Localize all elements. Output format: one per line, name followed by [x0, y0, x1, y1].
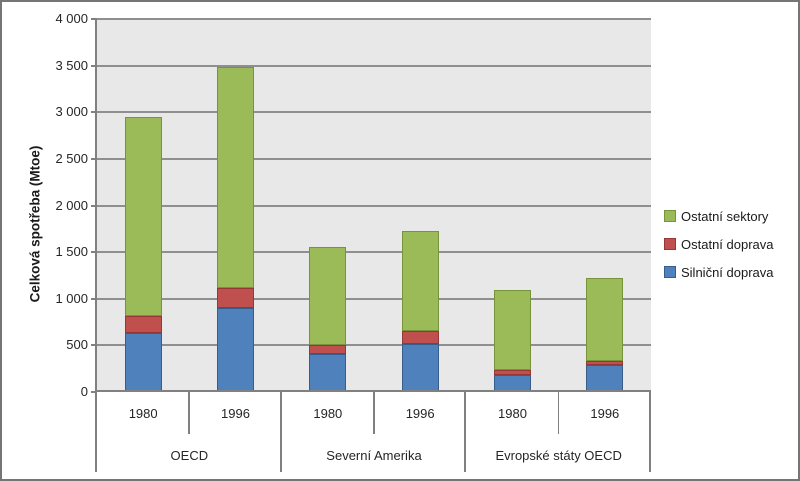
- gridline-500: [97, 344, 651, 347]
- y-tick-label-2000: 2 000: [55, 197, 88, 213]
- y-tick-4000: [91, 18, 97, 20]
- y-tick-3500: [91, 64, 97, 67]
- bar-segment-oecd-1996-2: [217, 288, 254, 309]
- category-axis-right-edge: [649, 392, 651, 472]
- y-tick-label-4000: 4 000: [55, 11, 88, 26]
- year-label-4: 1996: [405, 406, 435, 421]
- year-label-5: 1980: [498, 406, 527, 421]
- year-separator-3: [557, 392, 560, 434]
- y-tick-label-3500: 3 500: [55, 57, 88, 73]
- gridline-1500: [97, 251, 651, 254]
- y-tick-label-1500: 1 500: [55, 244, 88, 260]
- y-tick-label-500: 500: [66, 337, 88, 353]
- group-label-1: OECD: [170, 448, 209, 463]
- y-tick-label-2500: 2 500: [55, 150, 88, 166]
- gridline-4000: [97, 18, 651, 20]
- year-label-6: 1996: [590, 406, 620, 421]
- year-label-2: 1996: [221, 406, 250, 421]
- group-label-3: Evropské státy OECD: [495, 448, 622, 463]
- year-label-1: 1980: [128, 406, 158, 421]
- legend-item-label: Silniční doprava: [681, 264, 774, 280]
- bar-segment-oecd-1980-2: [124, 315, 162, 334]
- legend-key-swatch: [664, 238, 676, 250]
- bar-segment-severn-amerika-1996-1: [401, 343, 439, 392]
- bar-segment-evropsk-st-ty-oecd-1996-1: [586, 365, 624, 392]
- gridline-2000: [97, 204, 651, 207]
- y-tick-2000: [91, 204, 97, 207]
- bar-segment-severn-amerika-1980-3: [309, 247, 347, 346]
- y-axis-title: Celková spotřeba (Mtoe): [27, 145, 43, 303]
- y-tick-0: [91, 391, 97, 393]
- y-tick-label-1000: 1 000: [55, 290, 88, 306]
- bar-segment-evropsk-st-ty-oecd-1980-2: [494, 370, 531, 376]
- bar-segment-evropsk-st-ty-oecd-1996-3: [586, 278, 624, 361]
- y-tick-500: [91, 344, 97, 347]
- gridline-3000: [97, 111, 651, 114]
- bar-segment-severn-amerika-1996-3: [401, 231, 439, 331]
- bar-segment-oecd-1996-1: [217, 308, 254, 392]
- y-tick-3000: [91, 111, 97, 114]
- year-label-3: 1980: [313, 406, 343, 421]
- bar-segment-severn-amerika-1980-2: [309, 345, 347, 354]
- group-separator-2: [464, 392, 467, 472]
- group-separator-1: [279, 392, 282, 472]
- group-label-2: Severní Amerika: [326, 448, 422, 463]
- y-tick-1000: [91, 297, 97, 300]
- bar-segment-oecd-1980-1: [124, 333, 162, 392]
- bar-segment-oecd-1980-3: [124, 116, 162, 316]
- legend-key-swatch: [664, 266, 676, 278]
- gridline-2500: [97, 157, 651, 160]
- legend-key-swatch: [664, 210, 676, 222]
- y-tick-2500: [91, 157, 97, 160]
- legend-item-label: Ostatní doprava: [681, 236, 774, 252]
- chart-legend: Ostatní sektory Ostatní doprava Silniční d…: [664, 202, 774, 286]
- bar-segment-severn-amerika-1980-1: [309, 353, 347, 392]
- x-axis-line: [95, 390, 651, 392]
- legend-item: Ostatní doprava: [664, 230, 774, 258]
- year-separator-1: [188, 392, 190, 434]
- legend-item-label: Ostatní sektory: [681, 208, 769, 224]
- year-separator-2: [373, 392, 375, 434]
- bar-segment-severn-amerika-1996-2: [401, 330, 439, 344]
- bar-segment-evropsk-st-ty-oecd-1996-2: [586, 360, 624, 366]
- legend-item: Ostatní sektory: [664, 202, 774, 230]
- gridline-1000: [97, 297, 651, 300]
- y-tick-label-3000: 3 000: [55, 104, 88, 120]
- y-axis-line: [95, 19, 97, 472]
- y-tick-label-0: 0: [80, 384, 88, 399]
- legend-item: Silniční doprava: [664, 258, 774, 286]
- bar-segment-evropsk-st-ty-oecd-1980-3: [494, 289, 531, 371]
- gridline-3500: [97, 64, 651, 67]
- bar-segment-oecd-1996-3: [217, 67, 254, 289]
- y-tick-1500: [91, 251, 97, 254]
